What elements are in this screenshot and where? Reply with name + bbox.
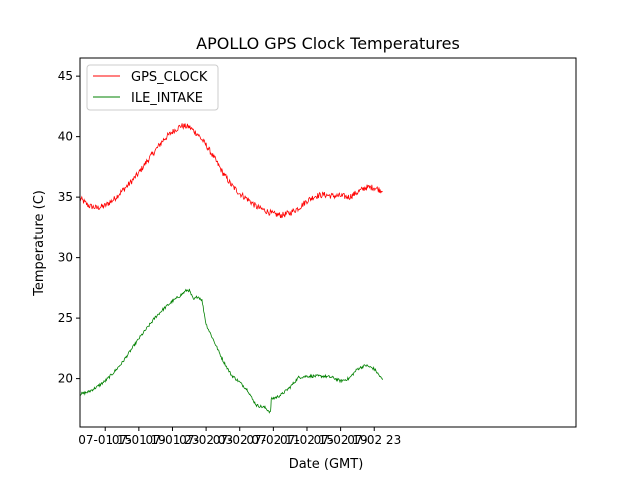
y-axis: 20 25 30 35 40 45 [58, 69, 80, 386]
y-tick-label: 45 [58, 69, 73, 83]
y-axis-label: Temperature (C) [32, 190, 47, 297]
series-line-ile-intake [79, 288, 383, 414]
x-tick-label: 07-01 19 [112, 433, 166, 447]
y-tick-label: 20 [58, 372, 73, 386]
x-tick-label: 07-02 07 [213, 433, 267, 447]
y-tick-label: 40 [58, 130, 73, 144]
x-tick-label: 07-02 23 [347, 433, 401, 447]
x-tick-label: 07-01 15 [78, 433, 132, 447]
chart-title: APOLLO GPS Clock Temperatures [196, 34, 460, 53]
legend-label: ILE_INTAKE [131, 91, 203, 106]
y-tick-label: 25 [58, 311, 73, 325]
axes-frame [79, 57, 577, 428]
legend: GPS_CLOCK ILE_INTAKE [86, 64, 219, 111]
x-tick-label: 07-01 23 [145, 433, 199, 447]
y-tick-label: 30 [58, 251, 73, 265]
y-tick-label: 35 [58, 190, 73, 204]
series-line-gps-clock [79, 123, 383, 219]
x-tick-label: 07-02 11 [246, 433, 300, 447]
x-tick-label: 07-02 15 [280, 433, 334, 447]
x-tick-label: 07-02 03 [179, 433, 233, 447]
legend-label: GPS_CLOCK [131, 70, 208, 85]
x-axis-label: Date (GMT) [289, 457, 364, 472]
plot-area [79, 123, 383, 414]
x-tick-label: 07-02 19 [314, 433, 368, 447]
